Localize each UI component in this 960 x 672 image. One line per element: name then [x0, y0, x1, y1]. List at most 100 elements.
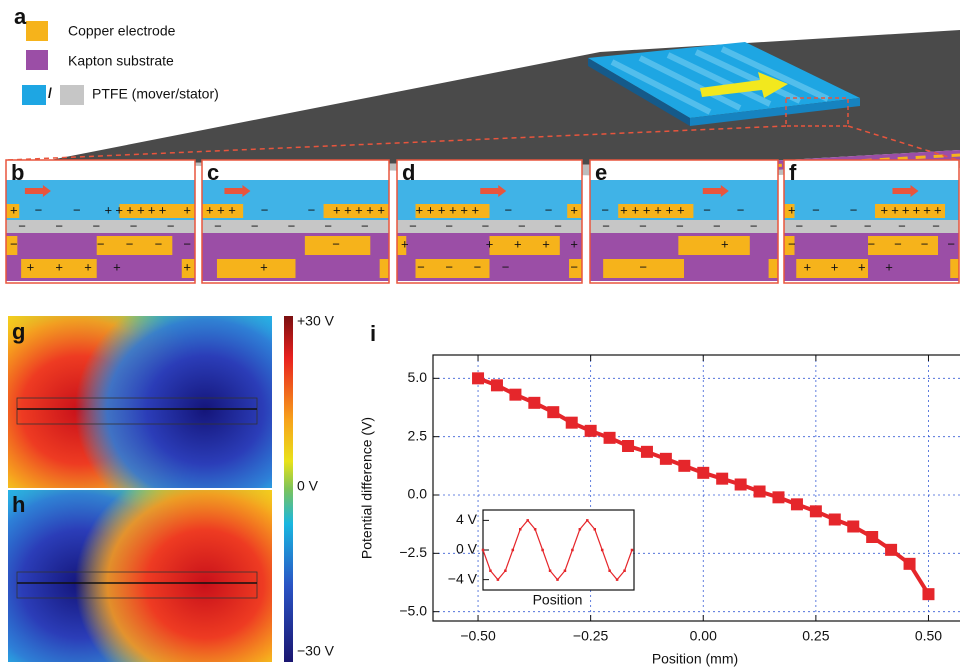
- electrode: [618, 204, 694, 218]
- data-point: [528, 396, 541, 409]
- panel-label: e: [595, 160, 607, 185]
- inset-background: [483, 510, 632, 590]
- legend-label: Kapton substrate: [68, 53, 174, 69]
- data-point: [489, 569, 492, 572]
- data-point: [922, 588, 935, 601]
- panel-frame: [589, 159, 779, 284]
- data-point: [866, 531, 879, 543]
- data-point: [790, 498, 803, 511]
- electrode: [415, 259, 490, 278]
- electrode: [678, 236, 750, 255]
- data-point: [623, 569, 626, 572]
- data-point: [586, 519, 589, 522]
- colorbar-label: +30 V: [297, 313, 335, 329]
- data-point: [734, 478, 747, 491]
- x-tick-label: −0.50: [460, 628, 496, 644]
- data-point: [640, 445, 653, 458]
- data-point: [608, 569, 611, 572]
- electrode: [950, 259, 959, 278]
- legend-label: Copper electrode: [68, 23, 176, 39]
- data-point: [847, 520, 860, 533]
- x-tick-label: 0.25: [802, 628, 829, 644]
- legend-label: PTFE (mover/stator): [92, 86, 219, 102]
- electrode: [868, 236, 938, 255]
- data-point: [678, 459, 691, 472]
- data-point: [509, 388, 522, 401]
- y-tick-label: 5.0: [408, 369, 428, 385]
- y-tick-label: −5.0: [399, 602, 427, 618]
- electrode: [216, 259, 296, 278]
- x-tick-label: 0.50: [915, 628, 942, 644]
- charge-panels: b + − − ++++++ + − − − − − − − − − − + + …: [5, 159, 960, 284]
- data-point: [584, 424, 597, 437]
- panel-label: b: [11, 160, 24, 185]
- legend-swatch: [22, 85, 46, 105]
- field-map-h: [8, 490, 272, 662]
- data-point: [556, 578, 559, 581]
- legend: Copper electrode Kapton substrate / PTFE (m…: [22, 21, 219, 105]
- device-drawing: [7, 30, 960, 178]
- electrode: [323, 204, 389, 218]
- x-tick-label: 0.00: [690, 628, 717, 644]
- y-tick-label: 4 V: [456, 511, 478, 527]
- data-point: [753, 485, 766, 498]
- y-tick-label: 2.5: [408, 427, 428, 443]
- electrode: [21, 259, 97, 278]
- panel-label: h: [12, 492, 25, 517]
- data-point: [809, 505, 822, 518]
- electrode: [875, 204, 945, 218]
- stator-layer: [202, 220, 389, 233]
- panel-frame: [201, 159, 390, 284]
- data-point: [548, 569, 552, 572]
- charge-row: − ++++++ − −: [594, 202, 774, 217]
- electrode: [603, 259, 684, 278]
- electrode: [784, 236, 795, 255]
- colorbar: [284, 316, 293, 662]
- electrode: [181, 259, 195, 278]
- data-point: [603, 431, 616, 444]
- data-point: [565, 416, 578, 429]
- x-tick-label: −0.25: [573, 628, 609, 644]
- data-point: [772, 491, 785, 504]
- legend-swatch: [60, 85, 84, 105]
- charge-row: − − − − −: [10, 236, 191, 251]
- data-point: [511, 548, 515, 552]
- panel-label: g: [12, 319, 25, 344]
- electrode: [768, 259, 778, 278]
- panel-label: i: [370, 321, 376, 346]
- data-point: [496, 578, 500, 581]
- stator-layer: [590, 220, 778, 233]
- data-point: [472, 372, 485, 385]
- y-tick-label: 0.0: [408, 486, 428, 502]
- legend-swatch: [26, 21, 48, 41]
- x-axis-label: Position: [533, 592, 583, 608]
- data-point: [563, 569, 567, 572]
- electrode: [304, 236, 371, 255]
- chart: 5.0 2.5 0.0 −2.5 −5.0 −0.50 −0.25 0.00 0.25 0.50 P…: [359, 321, 960, 667]
- electrode: [202, 204, 244, 218]
- panel-label: a: [14, 4, 27, 29]
- charge-row: +++ − − +++++: [206, 202, 385, 217]
- data-point: [526, 519, 529, 522]
- y-tick-label: −4 V: [448, 570, 478, 586]
- legend-swatch: [26, 50, 48, 70]
- data-point: [547, 406, 560, 419]
- motion-arrow: [224, 185, 251, 197]
- plot-frame: [432, 354, 960, 622]
- motion-arrow: [702, 185, 729, 197]
- panel-label: d: [402, 160, 415, 185]
- colorbar-label: 0 V: [297, 478, 319, 494]
- data-point: [593, 528, 596, 531]
- charge-row: + − − ++++++ +: [10, 202, 191, 217]
- charge-row: + + + + +: [401, 236, 578, 251]
- data-point: [600, 548, 604, 552]
- data-point: [697, 466, 710, 479]
- data-point: [828, 513, 841, 526]
- panel-frame: [396, 159, 583, 284]
- electrode: [796, 259, 868, 278]
- motion-arrow: [892, 185, 919, 197]
- charge-row: − − − − −: [788, 218, 955, 233]
- data-point: [519, 528, 522, 531]
- data-point: [571, 548, 574, 552]
